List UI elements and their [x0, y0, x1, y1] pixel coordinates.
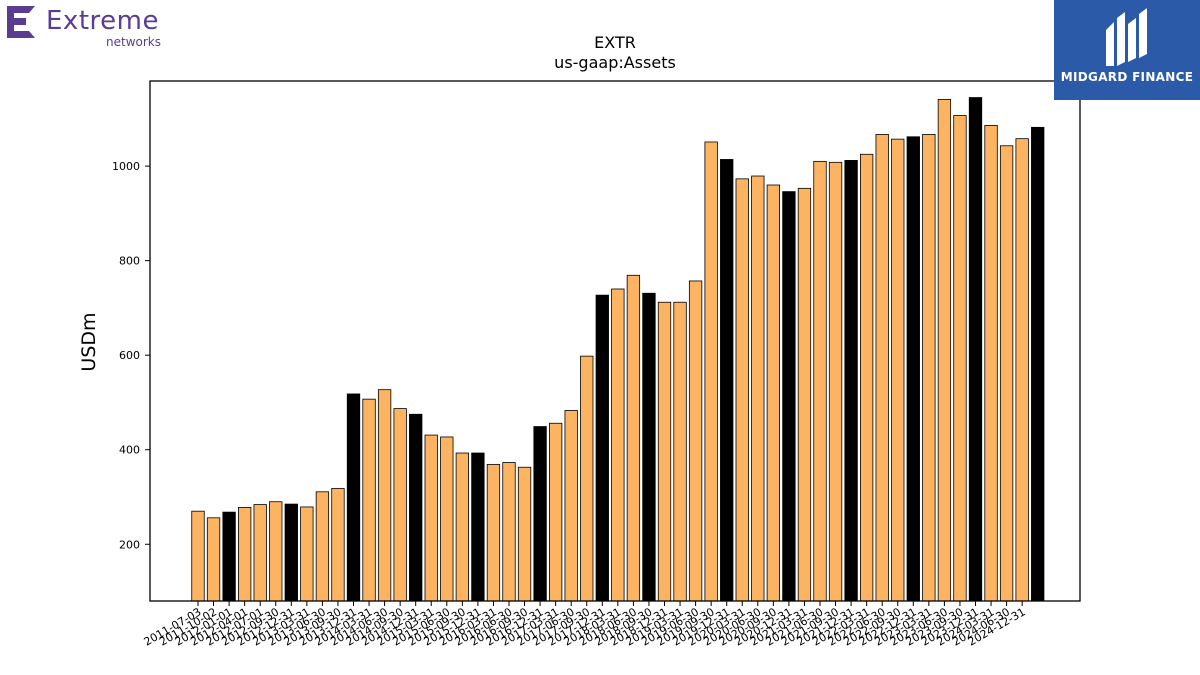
bar-14	[409, 413, 423, 602]
bar-36	[751, 175, 765, 602]
bars-layer	[191, 97, 1045, 602]
bar-46	[906, 136, 920, 602]
bar-48	[937, 99, 952, 602]
extreme-networks-logo: Extreme networks	[4, 4, 174, 49]
bar-22	[533, 426, 547, 602]
bar-37	[766, 184, 780, 602]
bar-35	[735, 178, 749, 602]
bar-21	[517, 466, 532, 602]
bar-45	[891, 138, 905, 602]
bar-28	[626, 274, 641, 602]
bar-38	[782, 191, 796, 602]
bar-11	[362, 398, 376, 602]
bar-27	[611, 288, 625, 602]
bar-34	[720, 159, 734, 602]
bar-51	[984, 125, 998, 602]
bar-7	[300, 506, 314, 602]
bar-16	[440, 436, 454, 602]
extreme-logo-sub: networks	[106, 35, 161, 49]
bar-39	[797, 187, 812, 602]
bar-47	[922, 134, 936, 602]
bar-29	[642, 292, 656, 602]
bar-41	[828, 161, 843, 602]
ticks-layer: 2011-07-032011-10-022012-01-012012-04-01…	[112, 160, 1028, 648]
extreme-logo-word: Extreme	[46, 6, 159, 36]
bar-54	[1031, 126, 1045, 602]
bar-18	[471, 452, 485, 602]
bar-3	[237, 506, 252, 602]
bar-25	[580, 355, 594, 602]
y-tick-label-1: 400	[119, 444, 140, 457]
bar-4	[253, 504, 267, 602]
y-tick-label-0: 200	[119, 538, 140, 551]
bar-10	[346, 393, 361, 602]
y-axis-label: USDm	[78, 312, 100, 371]
bar-49	[953, 115, 967, 602]
bar-9	[331, 488, 345, 602]
extreme-logo-icon	[7, 6, 35, 38]
midgard-logo-icon	[1106, 8, 1147, 66]
bar-20	[502, 462, 516, 602]
bar-15	[424, 434, 438, 602]
bar-24	[564, 410, 578, 602]
bar-42	[844, 160, 858, 602]
bar-13	[393, 408, 407, 602]
chart-subtitle: us-gaap:Assets	[554, 53, 676, 72]
bar-17	[455, 452, 470, 602]
bar-52	[999, 145, 1014, 602]
y-tick-label-4: 1000	[112, 160, 140, 173]
chart-title: EXTR	[594, 33, 636, 52]
bar-1	[206, 517, 221, 602]
bar-33	[704, 141, 718, 602]
bar-0	[191, 510, 205, 602]
bar-12	[377, 389, 392, 602]
midgard-finance-logo: MIDGARD FINANCE	[1054, 0, 1200, 100]
y-tick-label-2: 600	[119, 349, 140, 362]
bar-5	[269, 501, 283, 602]
bar-26	[595, 294, 609, 602]
bar-2	[222, 511, 236, 602]
bar-32	[688, 280, 703, 602]
bar-8	[315, 491, 330, 602]
bar-6	[284, 503, 298, 602]
bar-19	[486, 463, 501, 602]
bar-40	[813, 160, 827, 602]
midgard-logo-word: MIDGARD FINANCE	[1060, 70, 1194, 84]
bar-31	[673, 301, 687, 602]
bar-43	[860, 153, 874, 602]
bar-30	[657, 301, 672, 602]
bar-53	[1015, 138, 1029, 602]
bar-23	[549, 422, 563, 602]
bar-50	[968, 97, 983, 602]
bar-44	[875, 134, 889, 602]
plot-frame	[149, 80, 1081, 602]
y-tick-label-3: 800	[119, 255, 140, 268]
